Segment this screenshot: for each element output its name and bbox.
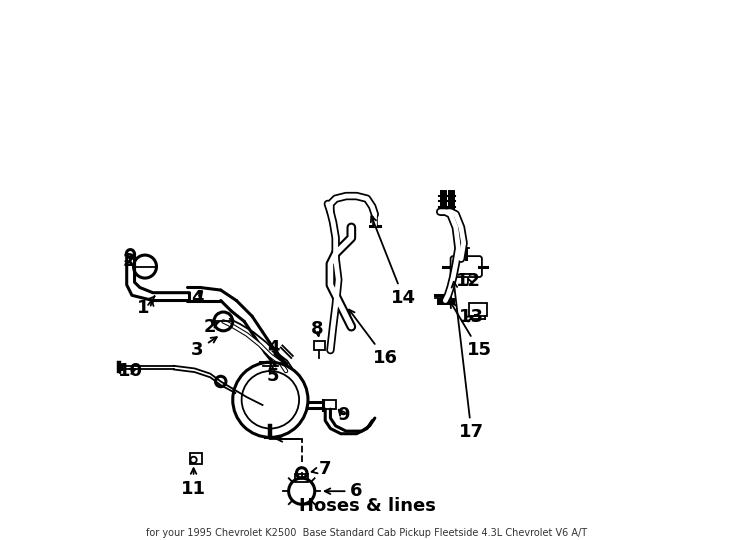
Text: 14: 14 xyxy=(371,216,416,307)
Text: 1: 1 xyxy=(137,296,155,318)
Text: 3: 3 xyxy=(191,337,217,359)
Text: 6: 6 xyxy=(324,482,363,500)
Text: 15: 15 xyxy=(451,302,492,359)
FancyBboxPatch shape xyxy=(190,453,202,463)
Text: 4: 4 xyxy=(266,339,279,356)
Text: 10: 10 xyxy=(118,362,143,380)
FancyBboxPatch shape xyxy=(451,256,482,277)
FancyBboxPatch shape xyxy=(313,341,325,350)
FancyBboxPatch shape xyxy=(323,400,335,409)
Text: 2: 2 xyxy=(204,318,219,336)
Text: for your 1995 Chevrolet K2500  Base Standard Cab Pickup Fleetside 4.3L Chevrolet: for your 1995 Chevrolet K2500 Base Stand… xyxy=(147,528,587,538)
Text: 16: 16 xyxy=(349,309,398,367)
Text: 13: 13 xyxy=(459,308,484,326)
Text: 9: 9 xyxy=(337,407,349,424)
Text: 2: 2 xyxy=(123,252,136,271)
Text: 11: 11 xyxy=(181,468,206,497)
Text: Hoses & lines: Hoses & lines xyxy=(299,497,435,515)
Text: 12: 12 xyxy=(457,272,482,289)
Text: 17: 17 xyxy=(451,282,484,441)
Text: 5: 5 xyxy=(266,364,279,385)
Text: 7: 7 xyxy=(312,460,332,478)
FancyBboxPatch shape xyxy=(469,303,487,316)
Text: 4: 4 xyxy=(191,289,203,307)
Text: 8: 8 xyxy=(311,320,324,338)
